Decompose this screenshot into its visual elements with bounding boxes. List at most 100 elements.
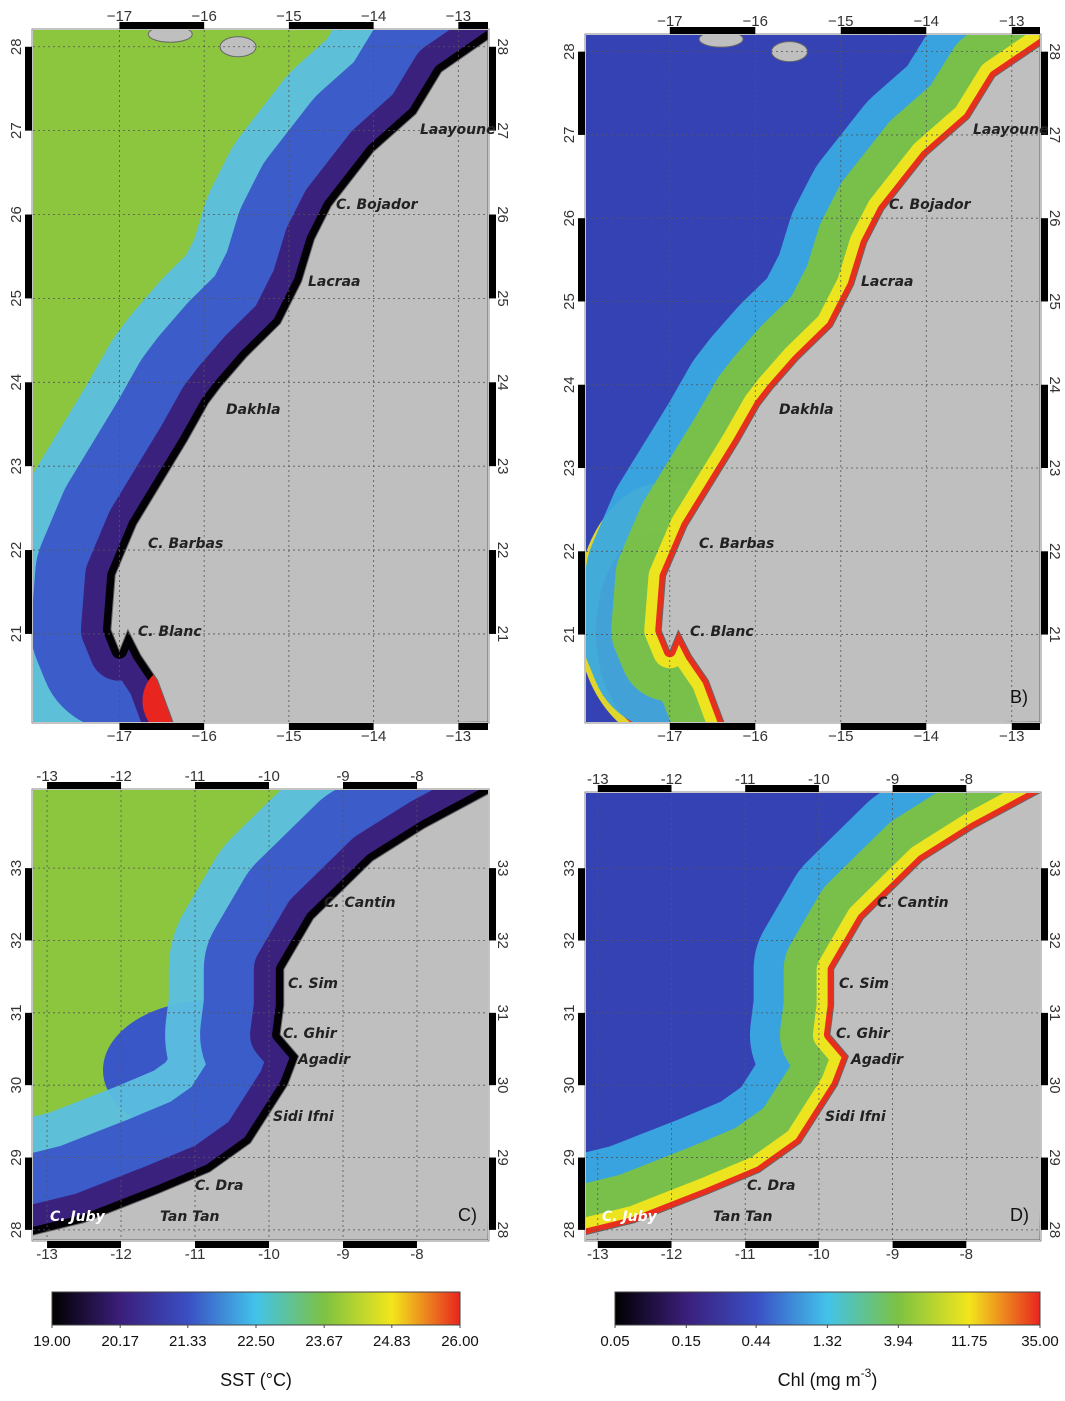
lat-tick-label: 33 <box>8 860 25 877</box>
frame-bar <box>25 1158 32 1230</box>
place-name: Sidi Ifni <box>273 1109 334 1125</box>
lon-tick-label: −16 <box>191 728 216 745</box>
lat-tick-label: 24 <box>1046 376 1063 393</box>
place-name: Agadir <box>850 1052 904 1068</box>
frame-bar <box>1041 1013 1048 1085</box>
lon-tick-label: −17 <box>107 728 132 745</box>
lat-tick-label: 29 <box>494 1149 511 1166</box>
frame-bar <box>489 1158 496 1230</box>
place-name: C. Dra <box>195 1178 243 1194</box>
panel-label: C) <box>458 1205 477 1225</box>
frame-bar <box>578 1013 585 1085</box>
lon-tick-label: -12 <box>661 1246 683 1263</box>
title-text: ) <box>871 1370 877 1390</box>
lon-tick-label: -10 <box>258 1246 280 1263</box>
frame-bar <box>578 1158 585 1230</box>
place-name: Agadir <box>297 1052 351 1068</box>
place-name: C. Bojador <box>336 197 419 213</box>
colorbar: 19.0020.1721.3322.5023.6724.8326.00SST (… <box>33 1292 479 1390</box>
lat-tick-label: 33 <box>561 860 578 877</box>
lat-tick-label: 28 <box>561 43 578 60</box>
lat-tick-label: 23 <box>561 460 578 477</box>
place-name: Dakhla <box>226 402 281 418</box>
lon-tick-label: −17 <box>657 728 682 745</box>
colorbar-tick-label: 3.94 <box>884 1333 913 1350</box>
place-name: Lacraa <box>308 274 360 290</box>
lat-tick-label: 21 <box>561 626 578 643</box>
frame-bar <box>598 785 672 792</box>
frame-bar <box>489 550 496 634</box>
colorbar-ramp <box>52 1292 460 1325</box>
frame-bar <box>289 22 374 29</box>
frame-bar <box>841 723 926 730</box>
lat-tick-label: 26 <box>1046 210 1063 227</box>
lat-tick-label: 26 <box>494 206 511 223</box>
lat-tick-label: 28 <box>8 38 25 55</box>
frame-bar <box>119 723 204 730</box>
lat-tick-label: 32 <box>8 932 25 949</box>
colorbar-ramp <box>615 1292 1040 1325</box>
frame-bar <box>489 382 496 466</box>
title-superscript: -3 <box>861 1366 872 1380</box>
lat-tick-label: 21 <box>1046 626 1063 643</box>
title-text: Chl (mg m <box>778 1370 861 1390</box>
lat-tick-label: 26 <box>561 210 578 227</box>
lat-tick-label: 31 <box>1046 1005 1063 1022</box>
place-name: Laayoune <box>420 122 496 138</box>
frame-bar <box>598 1241 672 1248</box>
lat-tick-label: 31 <box>8 1004 25 1021</box>
lon-tick-label: -8 <box>960 1246 973 1263</box>
place-name: C. Bojador <box>889 197 972 213</box>
lat-tick-label: 22 <box>561 543 578 560</box>
lat-tick-label: 32 <box>494 932 511 949</box>
lat-tick-label: 27 <box>561 127 578 144</box>
frame-bar <box>489 215 496 299</box>
frame-bar <box>25 215 32 299</box>
colorbar-tick-label: 19.00 <box>33 1333 71 1350</box>
lon-tick-label: -13 <box>36 1246 58 1263</box>
lat-tick-label: 28 <box>1046 1222 1063 1239</box>
frame-bar <box>458 723 488 730</box>
frame-bar <box>1012 27 1040 34</box>
frame-bar <box>289 723 374 730</box>
lat-tick-label: 25 <box>494 290 511 307</box>
place-name: Tan Tan <box>160 1209 220 1225</box>
lat-tick-label: 23 <box>1046 460 1063 477</box>
frame-bar <box>1041 868 1048 940</box>
colorbar-tick-label: 0.15 <box>672 1333 701 1350</box>
place-name: C. Ghir <box>836 1026 891 1042</box>
frame-bar <box>489 47 496 131</box>
lat-tick-label: 26 <box>8 206 25 223</box>
lat-tick-label: 28 <box>561 1222 578 1239</box>
panel-label: D) <box>1010 1205 1029 1225</box>
frame-bar <box>119 22 204 29</box>
lat-tick-label: 27 <box>494 122 511 139</box>
place-name: C. Juby <box>50 1209 106 1225</box>
frame-bar <box>25 550 32 634</box>
colorbar-title: Chl (mg m-3) <box>778 1366 878 1390</box>
lat-tick-label: 24 <box>494 374 511 391</box>
frame-bar <box>841 27 926 34</box>
place-name: C. Barbas <box>148 536 223 552</box>
frame-bar <box>745 785 819 792</box>
frame-bar <box>489 868 496 940</box>
colorbar-tick-label: 11.75 <box>951 1333 987 1350</box>
title-text: SST (°C) <box>220 1370 292 1390</box>
lon-tick-label: −15 <box>828 728 853 745</box>
place-name: Laayoune <box>973 122 1049 138</box>
colorbar-tick-label: 26.00 <box>441 1333 479 1350</box>
frame-bar <box>1012 723 1040 730</box>
frame-bar <box>489 1013 496 1085</box>
frame-bar <box>343 1241 417 1248</box>
place-name: C. Dra <box>747 1178 795 1194</box>
lat-tick-label: 30 <box>1046 1077 1063 1094</box>
lat-tick-label: 31 <box>561 1005 578 1022</box>
lat-tick-label: 30 <box>494 1077 511 1094</box>
place-name: Dakhla <box>779 402 834 418</box>
frame-bar <box>578 52 585 135</box>
frame-bar <box>745 1241 819 1248</box>
frame-bar <box>1041 218 1048 301</box>
lat-tick-label: 25 <box>561 293 578 310</box>
lat-tick-label: 30 <box>561 1077 578 1094</box>
frame-bar <box>1041 551 1048 634</box>
